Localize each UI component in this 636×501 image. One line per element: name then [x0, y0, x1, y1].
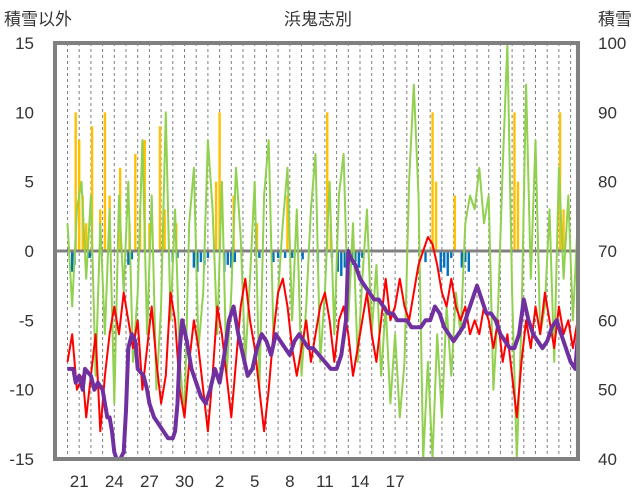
right-axis-ticks: 100 90 80 70 60 50 40 [598, 34, 626, 469]
right-tick-label: 90 [598, 103, 617, 122]
x-tick-label: 11 [316, 472, 334, 491]
precip-bar [516, 181, 520, 251]
left-tick-label: -5 [19, 311, 34, 330]
precip-bar [340, 251, 343, 276]
x-tick-label: 21 [70, 472, 89, 491]
precip-bar [163, 209, 166, 251]
left-tick-label: -10 [9, 381, 34, 400]
precip-bar [134, 153, 137, 251]
right-tick-label: 60 [598, 311, 617, 330]
precip-bar [103, 112, 107, 251]
precip-bar [276, 251, 280, 258]
right-axis-label: 積雪 [598, 10, 632, 30]
precip-bar [290, 251, 294, 258]
left-axis-ticks: 15 10 5 0 -5 -10 -15 [9, 34, 34, 469]
precip-bar [464, 251, 467, 263]
right-tick-label: 50 [598, 381, 617, 400]
precip-bar [343, 251, 346, 268]
precip-bar [127, 251, 130, 265]
precip-bar [439, 251, 442, 272]
right-tick-label: 80 [598, 173, 617, 192]
precip-bar [286, 195, 289, 251]
precip-bar [301, 251, 304, 260]
precip-bar [431, 112, 434, 251]
precip-bar [206, 251, 210, 258]
temperature-line [66, 236, 579, 446]
precip-bar [233, 251, 237, 263]
precip-bar [443, 251, 446, 268]
x-tick-label: 14 [351, 472, 370, 491]
precip-bar [130, 251, 134, 260]
plot-frame [53, 41, 580, 461]
precip-bar [199, 251, 203, 263]
precip-bar [192, 251, 196, 268]
precip-bar [357, 251, 361, 268]
precip-bar [230, 251, 233, 268]
precip-bar [434, 181, 438, 251]
precip-bar [85, 223, 88, 251]
precip-bar [513, 112, 516, 251]
precip-bar [272, 251, 275, 263]
precip-bar [446, 251, 449, 276]
precip-bar [562, 209, 565, 251]
left-tick-label: 10 [15, 103, 34, 122]
left-tick-label: 0 [25, 242, 34, 261]
x-tick-label: 5 [250, 472, 259, 491]
precip-bar [467, 251, 471, 272]
left-tick-label: -15 [9, 450, 34, 469]
left-tick-label: 5 [25, 173, 34, 192]
precip-bar [453, 195, 456, 251]
x-tick-label: 8 [285, 472, 294, 491]
precip-bar [258, 251, 261, 258]
x-tick-label: 30 [175, 472, 194, 491]
precip-bar [326, 112, 329, 251]
chart-title: 浜鬼志別 [284, 10, 352, 30]
x-tick-label: 24 [105, 472, 124, 491]
precip-bar [70, 251, 74, 272]
precip-bar [424, 251, 427, 263]
left-axis-label: 積雪以外 [4, 10, 72, 30]
right-tick-label: 40 [598, 450, 617, 469]
x-axis-ticks: 21 24 27 30 2 5 8 11 14 17 [70, 472, 405, 491]
precip-bar [450, 251, 453, 258]
precip-bar [336, 251, 339, 272]
x-tick-label: 2 [215, 472, 224, 491]
x-tick-label: 17 [386, 472, 405, 491]
precip-bar [460, 251, 463, 268]
precip-bar [283, 251, 287, 258]
precip-bar [255, 223, 259, 251]
precip-bar [226, 251, 229, 265]
right-tick-label: 70 [598, 242, 617, 261]
precip-bar [354, 251, 357, 263]
precip-bar [196, 251, 199, 272]
x-tick-label: 27 [140, 472, 159, 491]
precip-bar [361, 251, 364, 258]
precip-bar [218, 112, 221, 251]
series-lines [66, 42, 580, 461]
right-tick-label: 100 [598, 34, 626, 53]
precip-bar [88, 251, 91, 258]
left-tick-label: 15 [15, 34, 34, 53]
precip-bar [90, 126, 94, 251]
snow-depth-line [67, 249, 580, 461]
precip-bar [158, 126, 162, 251]
precip-bar [74, 112, 77, 251]
humidity-line [66, 42, 579, 460]
precip-bar [214, 181, 218, 251]
